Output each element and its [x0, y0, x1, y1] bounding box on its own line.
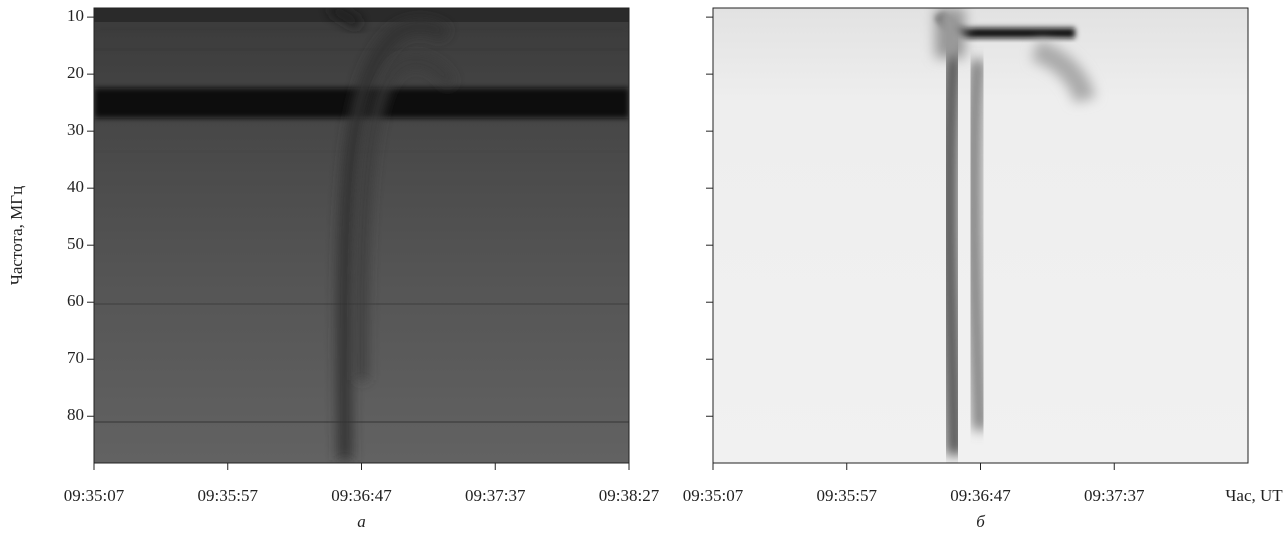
x-tick-label: 09:37:37 — [1084, 486, 1145, 505]
y-tick-label: 60 — [67, 291, 84, 310]
y-tick-label: 40 — [67, 177, 84, 196]
x-tick-label: 09:36:47 — [331, 486, 392, 505]
x-tick-label: 09:35:07 — [64, 486, 125, 505]
y-tick-label: 50 — [67, 234, 84, 253]
y-axis-label: Частота, МГц — [7, 186, 26, 285]
y-tick-label: 70 — [67, 348, 84, 367]
x-tick-label: 09:37:37 — [465, 486, 526, 505]
spectrogram-image — [713, 8, 1248, 463]
y-tick-label: 30 — [67, 120, 84, 139]
panel-caption: а — [357, 512, 366, 531]
panel-caption: б — [976, 512, 985, 531]
y-tick-label: 80 — [67, 405, 84, 424]
y-tick-label: 20 — [67, 63, 84, 82]
spectrogram-image — [94, 8, 629, 463]
x-tick-label: 09:36:47 — [950, 486, 1011, 505]
x-axis-label: Час, UT — [1225, 486, 1283, 505]
x-tick-label: 09:38:27 — [599, 486, 660, 505]
x-tick-label: 09:35:07 — [683, 486, 744, 505]
x-tick-label: 09:35:57 — [198, 486, 259, 505]
y-tick-label: 10 — [67, 6, 84, 25]
x-tick-label: 09:35:57 — [817, 486, 878, 505]
